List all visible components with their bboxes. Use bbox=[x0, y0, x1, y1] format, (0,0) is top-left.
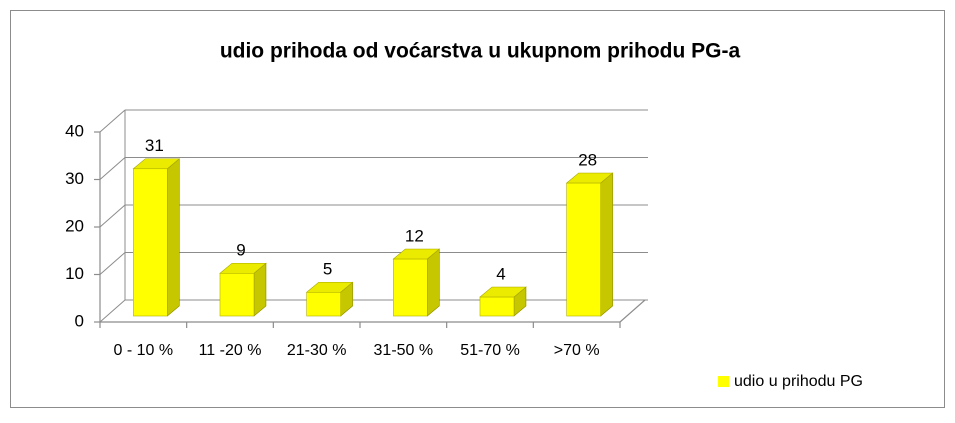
legend-label: udio u prihodu PG bbox=[734, 373, 863, 390]
grid-line bbox=[99, 204, 126, 228]
bar-side-shade bbox=[167, 158, 180, 316]
bar-top bbox=[479, 286, 527, 298]
x-tick-label-box: 31-50 % bbox=[373, 342, 434, 359]
x-tick-label: 51-70 % bbox=[460, 342, 520, 359]
grid-line bbox=[99, 299, 126, 323]
bar-front bbox=[306, 291, 341, 317]
data-label: 5 bbox=[323, 260, 332, 279]
y-tick-label: 10 bbox=[65, 264, 84, 283]
x-tick-label-box: 21-30 % bbox=[286, 342, 347, 359]
x-tick-label: >70 % bbox=[553, 342, 600, 359]
bar bbox=[305, 281, 354, 317]
bar-top-shade bbox=[306, 282, 353, 293]
x-tick-label-box: 51-70 % bbox=[460, 342, 520, 359]
chart-title: udio prihoda od voćarstva u ukupnom prih… bbox=[220, 40, 741, 63]
grid-line bbox=[99, 157, 126, 180]
bar-side-shade bbox=[600, 173, 613, 316]
bar-top-shade bbox=[393, 249, 440, 259]
bar-top bbox=[132, 158, 181, 170]
bar bbox=[565, 172, 614, 317]
y-tick-label: 40 bbox=[65, 121, 84, 140]
x-tick-label-box: >70 % bbox=[553, 342, 600, 359]
y-tick-label: 0 bbox=[75, 311, 84, 330]
legend-swatch bbox=[718, 376, 729, 387]
bar-top-shade bbox=[566, 173, 613, 183]
x-tick-label: 31-50 % bbox=[373, 342, 434, 359]
bar-front bbox=[566, 182, 601, 317]
x-tick-label: 11 -20 % bbox=[198, 342, 262, 359]
bar bbox=[479, 286, 527, 317]
bar-side-shade bbox=[514, 287, 526, 316]
x-tick-label: 0 - 10 % bbox=[113, 342, 174, 359]
bar-top-shade bbox=[133, 158, 180, 169]
bar-side-shade bbox=[427, 249, 440, 316]
floor-edge bbox=[619, 299, 646, 323]
bar-front bbox=[133, 168, 168, 317]
data-label: 4 bbox=[496, 264, 505, 283]
x-tick-label: 21-30 % bbox=[286, 342, 347, 359]
bar bbox=[132, 158, 181, 317]
bar-top bbox=[305, 281, 354, 293]
data-label: 12 bbox=[405, 226, 424, 245]
bar-top bbox=[565, 172, 614, 184]
bar-front bbox=[479, 296, 515, 317]
bar-side-shade bbox=[254, 263, 266, 316]
grid-line bbox=[99, 109, 126, 133]
bar-top bbox=[219, 262, 267, 274]
bar-top bbox=[392, 248, 441, 260]
x-tick-label-box: 11 -20 % bbox=[198, 342, 262, 359]
bar-front bbox=[393, 258, 428, 317]
bar-side-shade bbox=[340, 282, 353, 316]
bar bbox=[392, 248, 441, 317]
data-label: 28 bbox=[578, 150, 597, 169]
grid-line bbox=[99, 252, 126, 275]
bar-top-shade bbox=[480, 287, 526, 297]
data-label: 9 bbox=[236, 241, 245, 260]
bar bbox=[219, 262, 267, 317]
bar-top-shade bbox=[220, 263, 266, 274]
bar-front bbox=[219, 272, 255, 317]
data-label: 31 bbox=[145, 136, 164, 155]
y-tick-label: 30 bbox=[65, 169, 84, 188]
x-tick-label-box: 0 - 10 % bbox=[113, 342, 174, 359]
y-tick-label: 20 bbox=[65, 216, 84, 235]
